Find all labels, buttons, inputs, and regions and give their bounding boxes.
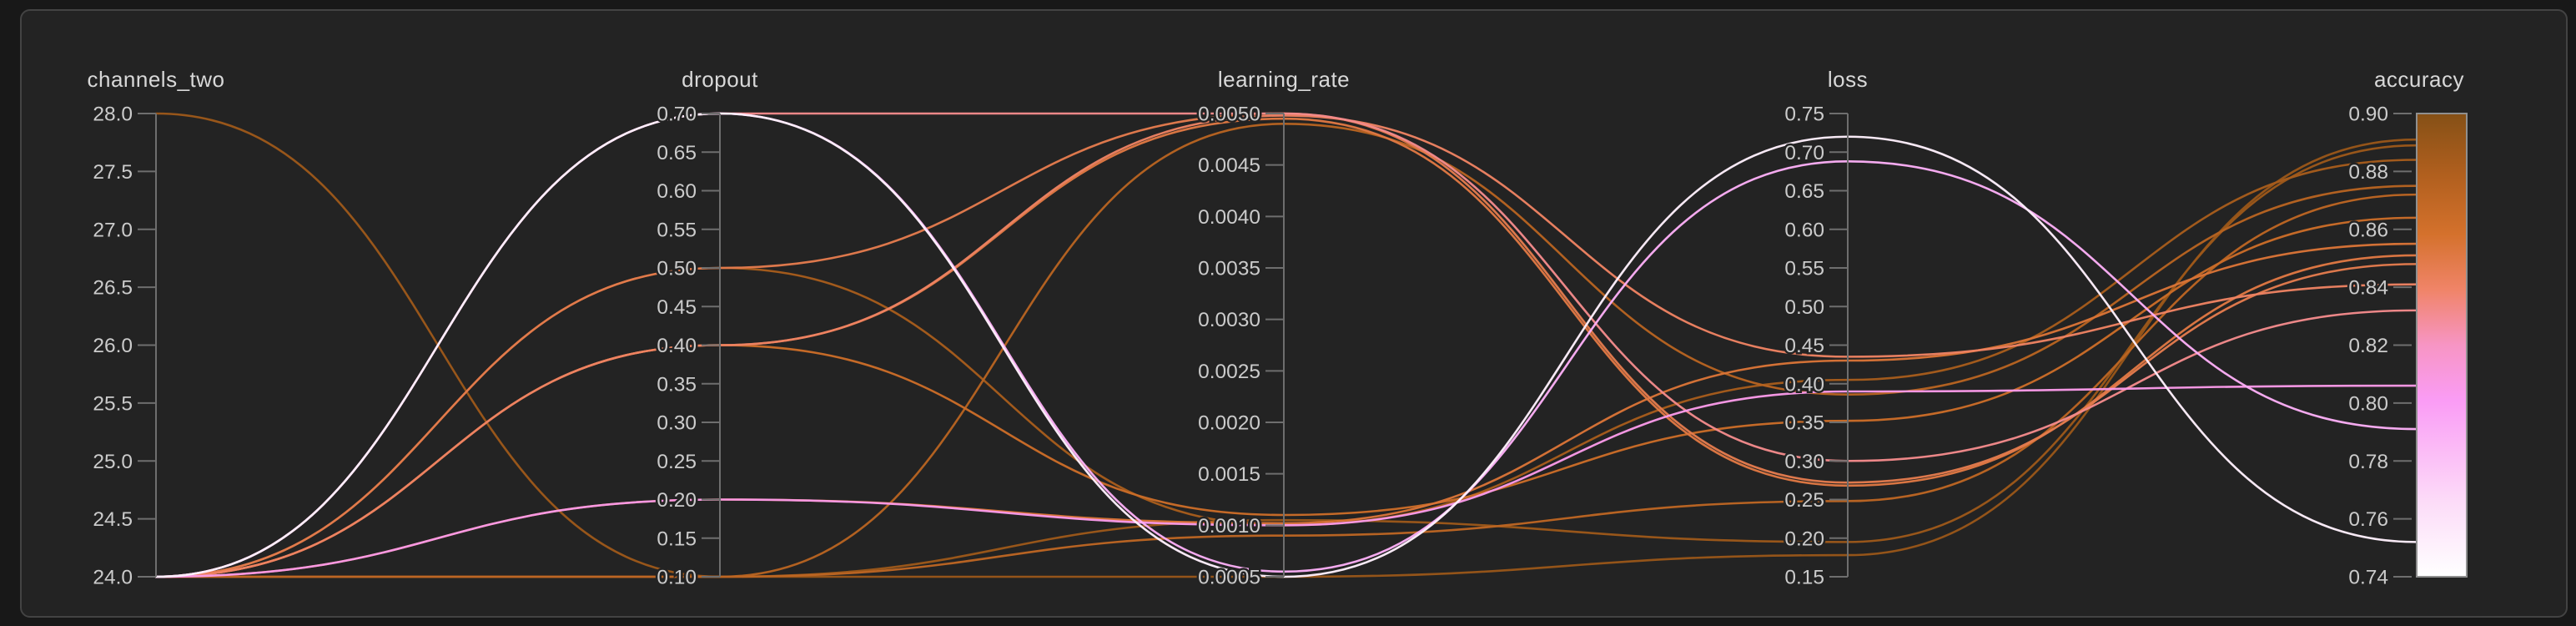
tick-label-loss: 0.15: [1784, 567, 1824, 589]
tick-label-learning_rate: 0.0050: [1198, 103, 1260, 126]
tick-label-learning_rate: 0.0025: [1198, 361, 1260, 383]
run-line[interactable]: [154, 114, 2418, 578]
tick-label-accuracy: 0.82: [2348, 335, 2388, 357]
tick-label-accuracy: 0.84: [2348, 277, 2388, 300]
tick-label-dropout: 0.45: [657, 296, 697, 319]
tick-label-dropout: 0.55: [657, 219, 697, 241]
axis-title-dropout[interactable]: dropout: [682, 67, 758, 92]
axis-title-accuracy[interactable]: accuracy: [2374, 67, 2464, 92]
tick-label-accuracy: 0.88: [2348, 161, 2388, 184]
tick-label-dropout: 0.20: [657, 489, 697, 512]
tick-label-channels_two: 25.5: [93, 392, 133, 415]
axis-dropout: 0.10 0.15 0.20 0.25 0.30 0.35 0.40 0.45 0.50 0.55…: [655, 67, 758, 591]
tick-label-loss: 0.30: [1784, 451, 1824, 473]
tick-label-loss: 0.35: [1784, 412, 1824, 435]
tick-label-dropout: 0.15: [657, 528, 697, 550]
tick-label-dropout: 0.40: [657, 335, 697, 357]
tick-label-loss: 0.20: [1784, 528, 1824, 550]
tick-label-dropout: 0.10: [657, 567, 697, 589]
panel-background: [20, 9, 2568, 618]
run-line[interactable]: [154, 242, 2418, 578]
tick-label-learning_rate: 0.0020: [1198, 412, 1260, 435]
run-line[interactable]: [154, 193, 2418, 578]
tick-label-channels_two: 26.5: [93, 277, 133, 300]
tick-label-accuracy: 0.90: [2348, 103, 2388, 126]
tick-label-dropout: 0.60: [657, 180, 697, 203]
tick-label-accuracy: 0.80: [2348, 392, 2388, 415]
tick-label-loss: 0.55: [1784, 258, 1824, 280]
tick-label-channels_two: 26.0: [93, 335, 133, 357]
accuracy-colorbar: [2416, 113, 2468, 578]
tick-label-loss: 0.40: [1784, 373, 1824, 396]
tick-label-dropout: 0.30: [657, 412, 697, 435]
tick-label-loss: 0.70: [1784, 142, 1824, 164]
tick-label-dropout: 0.35: [657, 373, 697, 396]
tick-label-loss: 0.25: [1784, 489, 1824, 512]
tick-label-loss: 0.45: [1784, 335, 1824, 357]
axis-accuracy: 0.74 0.76 0.78 0.80 0.82 0.84 0.86 0.88 0.90 accu…: [2347, 67, 2468, 591]
tick-label-learning_rate: 0.0035: [1198, 258, 1260, 280]
axis-title-channels_two[interactable]: channels_two: [88, 67, 225, 92]
tick-label-channels_two: 24.0: [93, 567, 133, 589]
tick-label-accuracy: 0.76: [2348, 508, 2388, 531]
tick-label-learning_rate: 0.0030: [1198, 309, 1260, 331]
run-line[interactable]: [154, 123, 2418, 578]
tick-label-accuracy: 0.78: [2348, 451, 2388, 473]
tick-label-learning_rate: 0.0045: [1198, 154, 1260, 177]
tick-label-learning_rate: 0.0010: [1198, 515, 1260, 538]
run-line[interactable]: [154, 112, 2418, 578]
tick-label-dropout: 0.70: [657, 103, 697, 126]
tick-label-loss: 0.60: [1784, 219, 1824, 241]
tick-label-loss: 0.75: [1784, 103, 1824, 126]
tick-label-learning_rate: 0.0040: [1198, 206, 1260, 229]
tick-label-channels_two: 24.5: [93, 508, 133, 531]
run-line[interactable]: [154, 112, 2418, 578]
tick-label-learning_rate: 0.0015: [1198, 463, 1260, 486]
tick-label-dropout: 0.25: [657, 451, 697, 473]
tick-label-loss: 0.50: [1784, 296, 1824, 319]
tick-label-channels_two: 28.0: [93, 103, 133, 126]
tick-label-channels_two: 25.0: [93, 451, 133, 473]
tick-label-accuracy: 0.74: [2348, 567, 2388, 589]
run-line[interactable]: [154, 112, 2418, 578]
run-line[interactable]: [154, 117, 2418, 578]
run-line[interactable]: [154, 112, 2418, 578]
tick-label-learning_rate: 0.0005: [1198, 567, 1260, 589]
axis-channels_two: 24.0 24.5 25.0 25.5 26.0 26.5 27.0 27.5 28.0 chan…: [88, 67, 225, 591]
tick-label-dropout: 0.65: [657, 142, 697, 164]
tick-label-dropout: 0.50: [657, 258, 697, 280]
tick-label-channels_two: 27.5: [93, 161, 133, 184]
axis-title-learning_rate[interactable]: learning_rate: [1218, 67, 1350, 92]
tick-label-loss: 0.65: [1784, 180, 1824, 203]
axis-title-loss[interactable]: loss: [1828, 67, 1868, 92]
tick-label-accuracy: 0.86: [2348, 219, 2388, 241]
axis-learning_rate: 0.0005 0.0010 0.0015 0.0020 0.0025 0.0030 0.00…: [1196, 67, 1350, 591]
axis-loss: 0.15 0.20 0.25 0.30 0.35 0.40 0.45 0.50 0.55 0.60…: [1783, 67, 1868, 591]
run-lines-layer: [154, 112, 2418, 578]
run-line[interactable]: [154, 112, 2418, 578]
run-line[interactable]: [154, 138, 2418, 578]
tick-label-channels_two: 27.0: [93, 219, 133, 241]
